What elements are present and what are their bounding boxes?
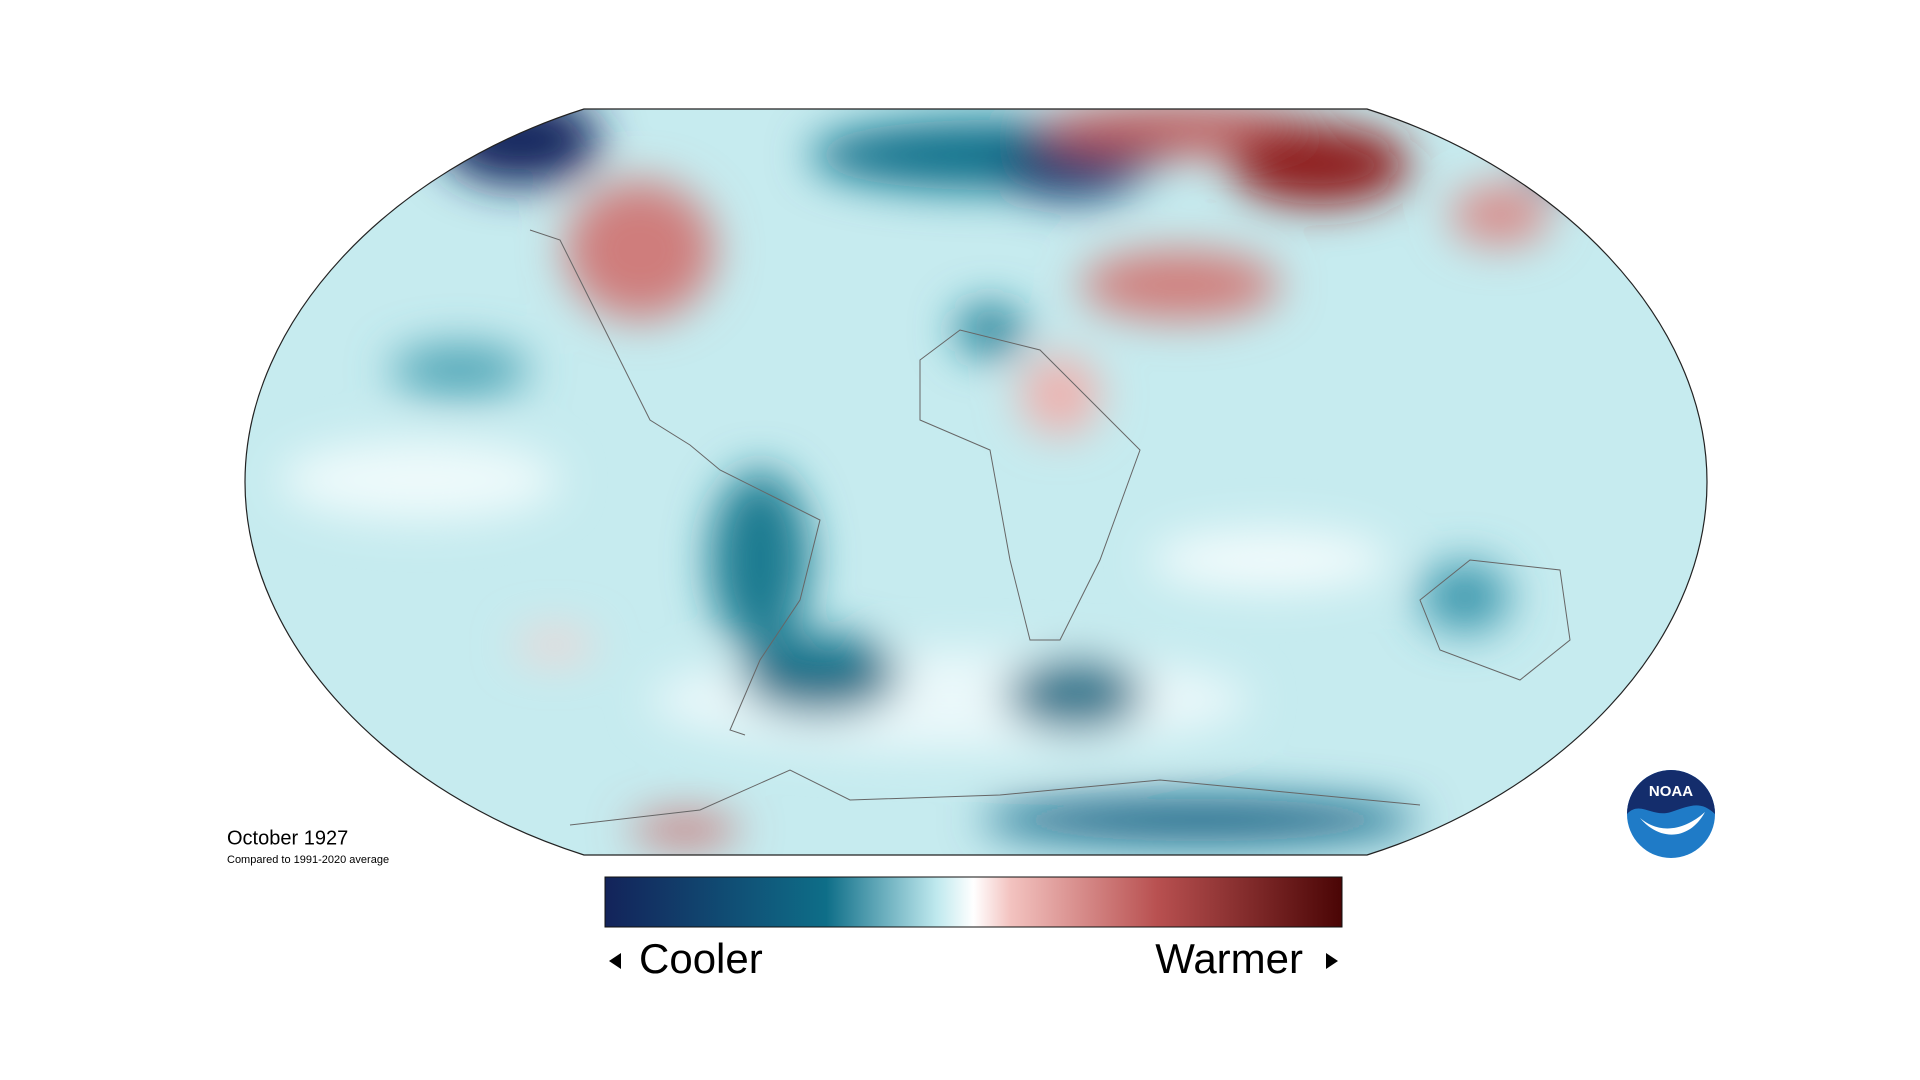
anomaly-region [980,798,1420,842]
anomaly-region [710,470,810,650]
warmer-arrow [1326,953,1338,969]
anomaly-region [740,635,900,715]
anomaly-region [1150,530,1390,590]
americas-coast [529,229,821,736]
anomaly-region [1080,250,1280,320]
anomaly-region [1020,355,1100,435]
anomaly-region [650,650,1250,750]
legend-low-label: Cooler [639,935,763,982]
anomaly-region [1000,140,1140,200]
anomaly-region [630,815,740,845]
anomaly-region [565,180,715,320]
anomaly-region [1230,125,1410,205]
logo-text: NOAA [1649,783,1693,800]
anomaly-region [280,440,560,520]
legend-high-label: Warmer [1155,935,1303,982]
logo-top [1627,770,1715,814]
anomaly-map [245,109,1707,855]
cooler-arrow [609,953,621,969]
anomaly-region [1525,135,1625,185]
anomaly-region [1450,185,1550,245]
map-title: October 1927 [227,827,348,849]
antarctica-coast [569,769,1421,826]
anomaly-region [955,305,1025,355]
anomaly-region [390,345,530,395]
anomaly-region [1420,562,1510,632]
anomaly-region [440,109,600,185]
coastlines [529,229,1571,826]
anomaly-region [515,630,595,660]
map-subtitle: Compared to 1991-2020 average [227,854,389,866]
color-scale [604,876,1343,928]
map-outline [244,108,1708,856]
australia-coast [1419,559,1571,681]
africa-coast [919,329,1141,641]
logo-bird [1640,812,1705,835]
anomaly-region [1005,660,1145,730]
noaa-logo: NOAA [1627,770,1715,858]
